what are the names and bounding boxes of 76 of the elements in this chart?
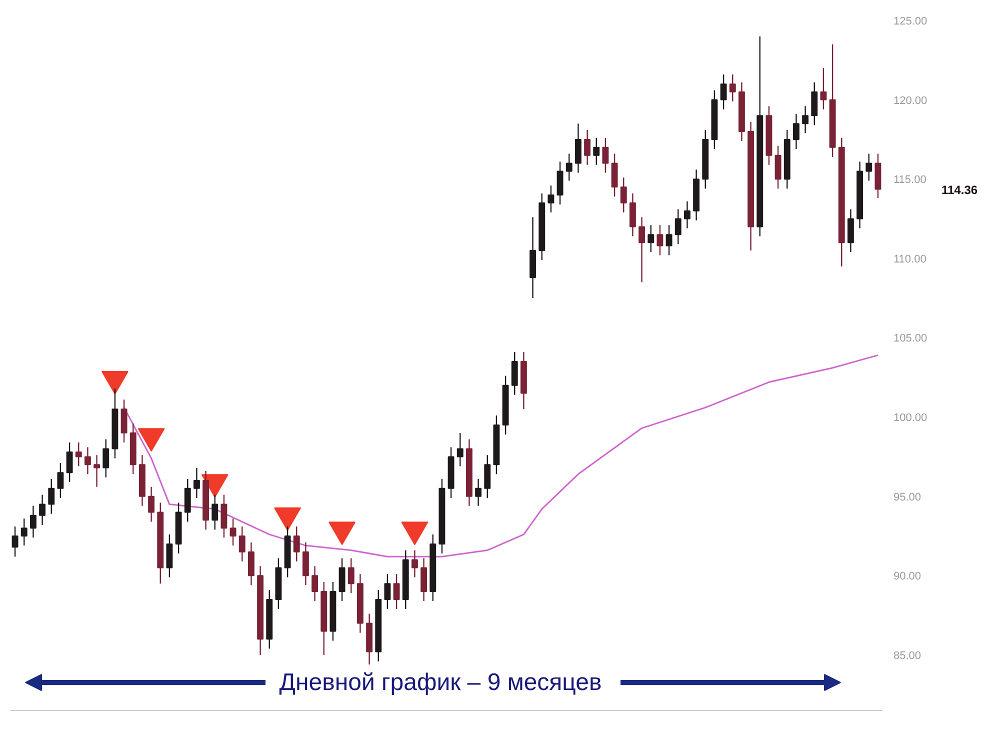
candlestick	[475, 478, 482, 506]
candlestick	[166, 534, 173, 578]
candlestick	[656, 224, 664, 256]
candlestick	[720, 74, 727, 110]
candlestick	[94, 454, 100, 488]
y-tick-label: 95.00	[894, 491, 922, 504]
candlestick	[684, 200, 690, 229]
candlestick	[774, 145, 782, 190]
y-tick-label: 125.00	[894, 16, 928, 28]
candlestick	[384, 573, 391, 610]
candlestick	[566, 153, 572, 182]
candlestick	[593, 137, 600, 166]
candlestick	[84, 446, 91, 475]
candlestick	[556, 161, 564, 206]
point	[101, 370, 128, 394]
candlestick	[674, 208, 682, 245]
candlestick	[75, 442, 82, 467]
y-tick-label: 90.00	[894, 570, 922, 583]
point	[201, 474, 228, 498]
candlestick	[411, 550, 418, 578]
candlestick	[66, 442, 73, 483]
candlestick	[302, 542, 309, 586]
candlestick	[39, 494, 46, 526]
candlestick	[248, 542, 254, 586]
candlestick	[148, 486, 155, 522]
candlestick	[511, 351, 518, 396]
candlestick	[348, 558, 354, 594]
candlestick	[548, 184, 554, 214]
candlestick	[193, 467, 200, 499]
y-tick-label: 120.00	[894, 94, 928, 107]
candlestick	[792, 113, 800, 150]
candlestick	[338, 558, 346, 602]
candlestick	[866, 153, 872, 182]
y-tick-label: 110.00	[894, 253, 926, 266]
y-tick-label: 115.00	[894, 174, 926, 186]
candlestick	[456, 432, 464, 467]
y-tick-label: 100.00	[894, 412, 928, 424]
point	[138, 428, 165, 452]
candlestick	[184, 478, 191, 522]
candlestick	[648, 224, 654, 253]
candlestick	[312, 566, 318, 602]
candlestick	[811, 82, 818, 126]
annotation: Дневной график – 9 месяцев	[279, 669, 602, 696]
candlestick	[57, 462, 64, 499]
candlestick	[584, 129, 591, 166]
point	[328, 522, 356, 546]
candlestick	[30, 505, 36, 538]
y-tick-label: 105.00	[894, 332, 928, 345]
candlestick	[20, 518, 28, 546]
candlestick	[620, 176, 627, 214]
candlestick	[602, 137, 609, 174]
candlestick	[629, 192, 636, 237]
point	[274, 507, 302, 531]
candlestick	[48, 478, 55, 514]
candlestick	[220, 494, 228, 538]
candlestick	[393, 573, 400, 610]
candlestick	[611, 153, 618, 198]
candlestick	[293, 526, 300, 562]
candlestick	[12, 526, 18, 558]
text: 114.36	[942, 182, 978, 197]
candlestick	[820, 67, 827, 110]
candlestick	[420, 558, 428, 602]
point	[401, 522, 428, 546]
candlestick	[230, 518, 236, 546]
candlestick	[484, 454, 491, 499]
candlestick	[238, 526, 246, 562]
candlestick	[120, 399, 128, 444]
y-tick-label: 85.00	[894, 650, 922, 662]
candlestick	[212, 494, 218, 530]
candlestick	[574, 123, 582, 174]
candlestick	[729, 74, 736, 102]
candlestick	[847, 208, 854, 253]
candlestick	[638, 216, 646, 283]
candlestick	[666, 224, 672, 256]
candlestick	[102, 438, 110, 478]
candlestick	[802, 106, 809, 134]
